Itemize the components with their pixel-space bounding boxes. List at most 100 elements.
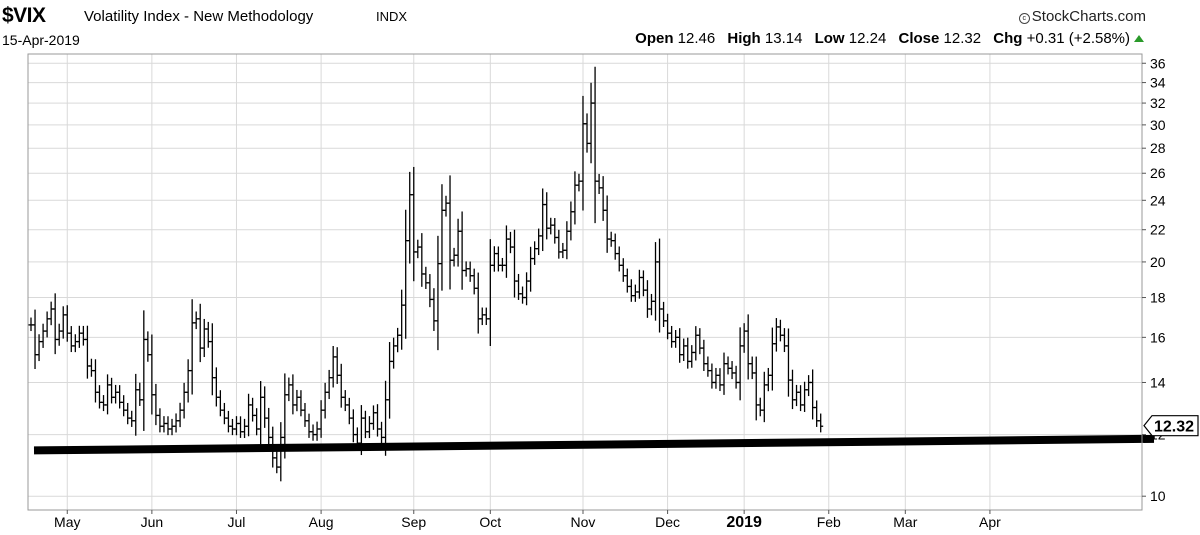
y-tick-label: 14 [1150, 374, 1166, 390]
ohlc-bar [818, 413, 824, 433]
up-arrow-icon [1134, 35, 1144, 42]
x-tick-label: May [54, 514, 80, 530]
y-tick-label: 26 [1150, 165, 1166, 181]
ohlc-bar [592, 66, 598, 224]
ohlc-bar [709, 363, 715, 389]
ohlc-bar [471, 268, 477, 295]
ohlc-bar [387, 342, 393, 419]
ohlc-bar [338, 363, 344, 408]
ohlc-bar [765, 367, 771, 392]
ohlc-bar [254, 408, 260, 436]
ohlc-bar [298, 390, 304, 417]
ohlc-bar [721, 352, 727, 395]
ohlc-bar [628, 279, 634, 302]
ohlc-bar [294, 389, 300, 412]
ohlc-bar [177, 402, 183, 428]
ohlc-bar [761, 371, 767, 423]
ohlc-bar [588, 82, 594, 164]
ohlc-bar [411, 166, 417, 282]
ohlc-bar [330, 346, 336, 388]
ohlc-bar [491, 246, 497, 272]
ohlc-bar [117, 385, 123, 409]
ohlc-bar [552, 218, 558, 244]
ohlc-bar [713, 367, 719, 389]
ohlc-bar [528, 246, 534, 292]
ohlc-bar [68, 326, 74, 353]
ohlc-bar [612, 233, 618, 260]
ohlc-bar [544, 192, 550, 240]
ohlc-bar [814, 400, 820, 427]
ohlc-bar [568, 201, 574, 241]
ohlc-bar [701, 339, 707, 371]
exchange-label: INDX [376, 9, 408, 24]
ohlc-bar [32, 309, 38, 369]
y-tick-label: 10 [1150, 488, 1166, 504]
y-tick-label: 24 [1150, 192, 1166, 208]
ohlc-bar [483, 307, 489, 325]
high-label: High [727, 30, 761, 47]
ohlc-bar [326, 369, 332, 400]
ohlc-bar [137, 382, 143, 406]
copyright-icon: c [1018, 13, 1030, 24]
ohlc-bar [141, 310, 147, 431]
ohlc-bar [189, 299, 195, 395]
ohlc-bar [757, 397, 763, 417]
ohlc-bar [121, 395, 127, 417]
ohlc-bar [423, 266, 429, 289]
ohlc-bar [653, 242, 659, 321]
low-label: Low [814, 30, 845, 47]
ohlc-bar [370, 405, 376, 430]
overlay-layer [33, 434, 1155, 455]
ohlc-bar [520, 286, 526, 304]
ohlc-bar [419, 233, 425, 287]
ohlc-bar [475, 272, 481, 334]
ohlc-bar [685, 337, 691, 369]
ohlc-bar [403, 209, 409, 339]
ohlc-bar [407, 171, 413, 264]
ohlc-bar [749, 356, 755, 380]
ohlc-bar [225, 410, 231, 433]
ohlc-bar [753, 356, 759, 421]
ohlc-bar [169, 418, 175, 436]
ohlc-bar [794, 384, 800, 407]
ohlc-bar [524, 272, 530, 306]
ohlc-bar [773, 318, 779, 352]
ohlc-bar [101, 395, 107, 412]
ohlc-bar [532, 241, 538, 265]
ohlc-bar [181, 382, 187, 419]
ohlc-bar [266, 407, 272, 447]
chart-header: $VIX Volatility Index - New Methodology … [0, 0, 1200, 54]
y-tick-label: 20 [1150, 254, 1166, 270]
ohlc-bar [681, 338, 687, 361]
ohlc-bar [540, 188, 546, 252]
ohlc-bar [379, 421, 385, 444]
ohlc-bar [314, 421, 320, 441]
ohlc-bar [229, 418, 235, 436]
ohlc-bar [564, 221, 570, 260]
ohlc-bar [427, 274, 433, 308]
ohlc-bar [286, 377, 292, 402]
ohlc-bar [705, 356, 711, 377]
ohlc-bar [632, 284, 638, 302]
ohlc-bar [616, 246, 622, 272]
ohlc-bar [242, 418, 248, 439]
ohlc-bar [205, 321, 211, 348]
low-value: 12.24 [848, 30, 887, 47]
ohlc-bar [673, 329, 679, 348]
ohlc-bar [806, 375, 812, 397]
open-value: 12.46 [677, 30, 716, 47]
ohlc-bar [318, 400, 324, 438]
instrument-name: Volatility Index - New Methodology [84, 8, 314, 25]
ohlc-bar [250, 397, 256, 422]
callout-box [1143, 415, 1199, 437]
ohlc-bar [777, 319, 783, 342]
ohlc-bar [125, 402, 131, 425]
ohlc-bar [741, 323, 747, 353]
ohlc-bar [810, 369, 816, 420]
ohlc-bar [479, 307, 485, 326]
ohlc-bar [173, 413, 179, 433]
ohlc-bar [600, 176, 606, 221]
change-label: Chg [993, 30, 1023, 47]
ohlc-bar [487, 239, 493, 347]
ohlc-bar [665, 313, 671, 340]
